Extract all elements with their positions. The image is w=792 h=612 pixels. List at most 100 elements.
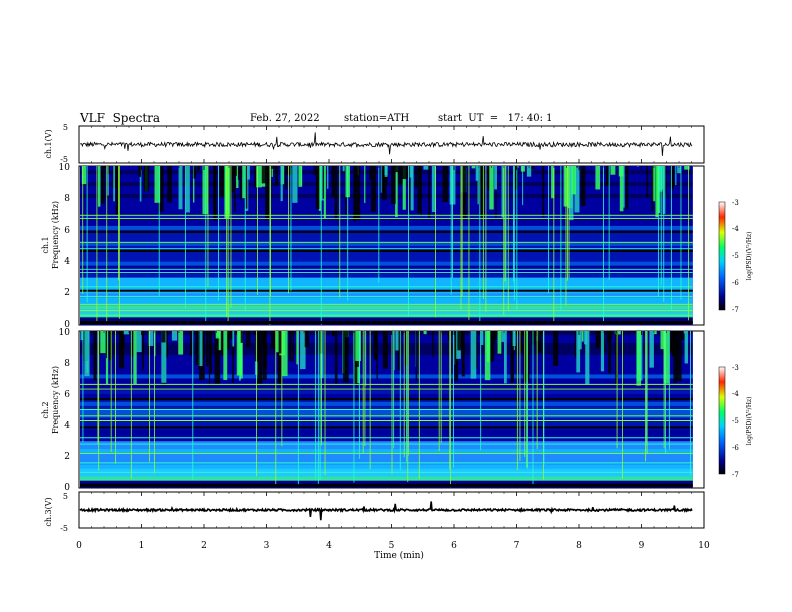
spectrogram-band: [80, 201, 693, 207]
spectrogram-patch: [286, 166, 290, 175]
spectrogram-patch: [618, 166, 625, 177]
spectrogram-patch: [382, 166, 385, 194]
spectrogram-patch: [670, 331, 674, 352]
spectrogram-band: [80, 389, 693, 395]
spectrogram-patch: [552, 331, 559, 367]
spectrogram-patch: [355, 331, 361, 362]
spectrogram-band: [80, 301, 693, 306]
spectrogram-band: [80, 456, 693, 461]
spectrogram-patch: [600, 331, 605, 372]
spectrogram-patch: [423, 331, 427, 335]
spectrogram-patch: [571, 166, 576, 195]
spectrogram-patch: [277, 331, 283, 385]
spectrogram-patch: [105, 331, 108, 359]
spectrogram-band: [80, 213, 693, 218]
spectrogram-patch: [354, 166, 361, 220]
spectrogram-patch: [80, 331, 84, 341]
spectrogram-band: [80, 241, 693, 246]
spectrogram-patch: [576, 166, 578, 168]
ch2-spectrogram-image: [80, 331, 693, 489]
spectrogram-patch: [585, 331, 590, 385]
spectrogram-dark-line: [80, 426, 693, 429]
spectrogram-patch: [353, 166, 356, 222]
ch3-ytick-5: 5: [63, 492, 68, 501]
spectrogram-patch: [271, 166, 277, 169]
spectrogram-band: [80, 261, 693, 266]
ch1-spec-ytick-6: 6: [64, 226, 70, 236]
ch1-spec-ytick-0: 0: [64, 320, 70, 330]
spectrogram-patch: [296, 331, 299, 365]
spectrogram-patch: [392, 166, 397, 168]
spectrogram-patch: [100, 166, 106, 204]
spectrogram-band: [80, 305, 693, 310]
spectrogram-patch: [503, 331, 507, 384]
spectrogram-patch: [484, 331, 491, 381]
spectrogram-patch: [479, 166, 482, 184]
ch1-waveform-panel: 5 -5 ch.1(V): [44, 123, 705, 164]
spectrogram-base-strip: [80, 321, 693, 324]
spectrogram-patch: [265, 166, 270, 220]
x-tick-label-3: 3: [264, 541, 270, 551]
spectrogram-patch: [410, 166, 414, 211]
spectrogram-patch: [185, 166, 190, 213]
ch1-spectrogram-ticks: [78, 166, 705, 325]
ch1-spec-label-channel: ch.1: [41, 236, 50, 253]
spectrogram-band: [80, 225, 693, 230]
spectrogram-patch: [480, 166, 485, 218]
spectrogram-patch: [619, 166, 624, 212]
spectrogram-band: [80, 452, 693, 457]
spectrogram-patch: [237, 166, 240, 180]
spectrogram-patch: [461, 331, 465, 377]
spectrogram-patch: [395, 166, 398, 218]
spectrogram-band: [80, 421, 693, 426]
spectrogram-patch: [625, 166, 629, 210]
spectrogram-dark-line: [80, 249, 693, 252]
spectrogram-patch: [418, 166, 422, 175]
ch3-ytick-neg5: -5: [60, 524, 68, 533]
spectrogram-band: [80, 309, 693, 314]
spectrogram-patch: [233, 166, 236, 212]
spectrogram-patch: [520, 166, 525, 172]
spectrogram-patch: [245, 166, 248, 209]
spectrogram-band: [80, 209, 693, 214]
spectrogram-patch: [402, 166, 409, 180]
spectrogram-patch: [341, 331, 343, 333]
spectrogram-patch: [384, 166, 388, 177]
x-tick-label-9: 9: [639, 541, 645, 551]
spectrogram-patch: [676, 331, 682, 382]
ch1-waveform-trace: [79, 132, 693, 156]
spectrogram-band: [80, 265, 693, 270]
spectrogram-patch: [178, 331, 184, 355]
spectrogram-patch: [208, 331, 211, 386]
ch1-spectrogram-panel: 10 8 6 4 2 0 ch.1 Frequency (kHz): [41, 163, 705, 330]
spectrogram-patch: [542, 166, 545, 217]
x-axis-tick-labels: 0 1 2 3 4 5 6 7 8 9 10: [76, 541, 710, 551]
spectrogram-patch: [574, 331, 577, 358]
spectrogram-patch: [651, 166, 654, 212]
spectrogram-dark-line: [80, 230, 693, 233]
ch2-spectrogram-panel: 10 8 6 4 2 0 ch.2 Frequency (kHz): [41, 328, 705, 493]
x-tick-label-5: 5: [389, 541, 395, 551]
spectrogram-patch: [223, 331, 228, 380]
spectrogram-patch: [584, 331, 588, 345]
spectrogram-patch: [395, 331, 399, 351]
spectrogram-patch: [275, 166, 278, 186]
spectrogram-band: [80, 237, 693, 242]
ch2-spec-ylabel: Frequency (kHz): [51, 366, 60, 434]
spectrogram-patch: [390, 166, 396, 205]
spectrogram-patch: [84, 331, 90, 377]
spectrogram-patch: [475, 166, 479, 181]
spectrogram-band: [80, 293, 693, 298]
spectrogram-patch: [261, 166, 267, 184]
ch1-cbar-tick-neg7: -7: [732, 306, 739, 314]
spectrogram-band: [80, 217, 693, 222]
x-tick-label-8: 8: [576, 541, 582, 551]
spectrogram-patch: [253, 331, 258, 335]
ch1-spec-ytick-8: 8: [64, 194, 70, 204]
spectrogram-patch: [343, 331, 349, 383]
spectrogram-band: [80, 253, 693, 258]
spectrogram-patch: [206, 331, 209, 367]
spectrogram-band: [80, 297, 693, 302]
spectrogram-patch: [195, 331, 199, 366]
